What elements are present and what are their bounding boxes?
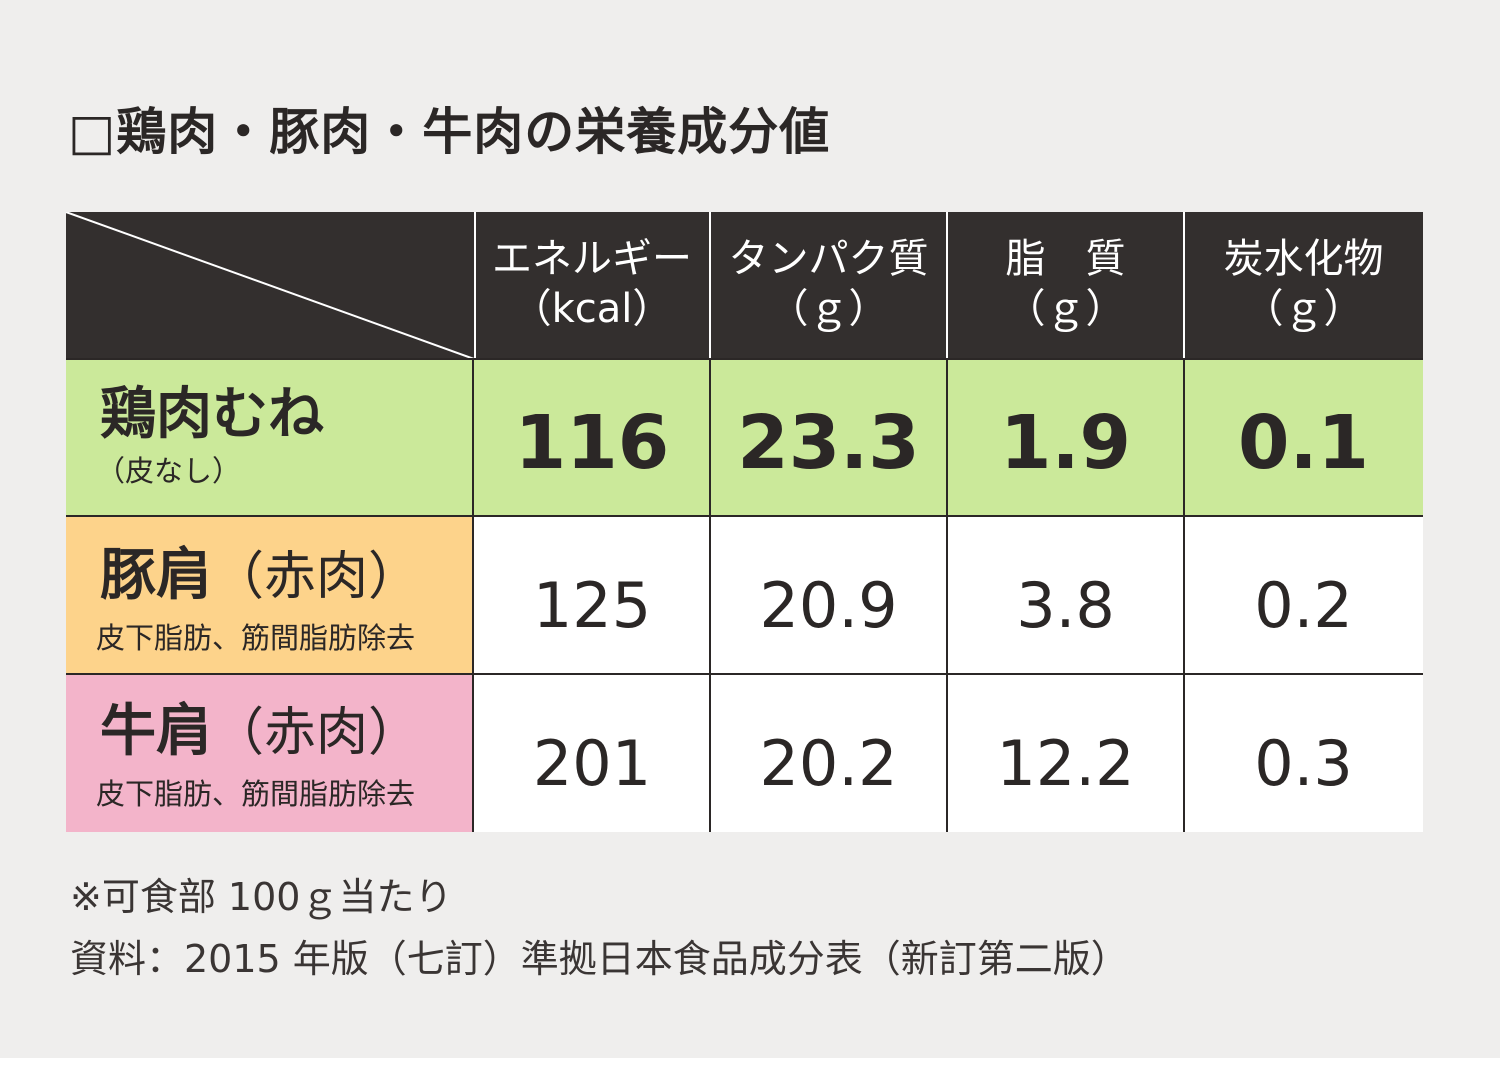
cell-pork-protein: 20.9 <box>710 516 947 674</box>
row-name-paren-beef: （赤肉） <box>212 703 421 763</box>
row-name-paren-pork: （赤肉） <box>212 547 421 607</box>
value-chicken-protein: 23.3 <box>737 400 920 486</box>
header-divider <box>946 212 948 359</box>
header-energy-label: エネルギー <box>492 236 692 282</box>
value-beef-protein: 20.2 <box>759 727 898 800</box>
grid-line <box>66 358 1423 360</box>
content-panel: □鶏肉・豚肉・牛肉の栄養成分値 エネルギー （kcal） タンパク質 （ｇ） 脂… <box>0 0 1500 1058</box>
header-divider <box>709 212 711 359</box>
value-chicken-carbohydrate: 0.1 <box>1237 400 1370 486</box>
cell-beef-carbohydrate: 0.3 <box>1184 674 1423 832</box>
cell-beef-fat: 12.2 <box>947 674 1184 832</box>
value-beef-fat: 12.2 <box>996 727 1135 800</box>
header-carbohydrate-unit: （ｇ） <box>1243 286 1364 332</box>
value-beef-carbohydrate: 0.3 <box>1254 727 1353 800</box>
header-fat-unit: （ｇ） <box>1005 286 1126 332</box>
header-protein-label: タンパク質 <box>728 236 929 282</box>
cell-beef-energy: 201 <box>474 674 710 832</box>
value-pork-fat: 3.8 <box>1016 569 1115 642</box>
grid-line <box>946 359 948 832</box>
cell-chicken-protein: 23.3 <box>710 359 947 516</box>
value-pork-carbohydrate: 0.2 <box>1254 569 1353 642</box>
footnote-source: 資料：2015 年版（七訂）準拠日本食品成分表（新訂第二版） <box>70 937 1129 981</box>
page-title: □鶏肉・豚肉・牛肉の栄養成分値 <box>68 103 831 161</box>
value-pork-protein: 20.9 <box>759 569 898 642</box>
header-fat-label: 脂 質 <box>1005 236 1126 282</box>
value-chicken-energy: 116 <box>514 400 670 486</box>
cell-chicken-fat: 1.9 <box>947 359 1184 516</box>
header-energy-unit: （kcal） <box>511 286 673 332</box>
row-label-chicken: 鶏肉むね （皮なし） <box>66 359 472 516</box>
header-protein-unit: （ｇ） <box>768 286 889 332</box>
cell-chicken-carbohydrate: 0.1 <box>1184 359 1423 516</box>
diagonal-line <box>66 212 474 359</box>
row-sub-chicken: （皮なし） <box>96 454 242 488</box>
row-name-chicken: 鶏肉むね <box>100 382 324 447</box>
grid-line <box>66 515 1423 517</box>
header-energy: エネルギー （kcal） <box>474 212 710 359</box>
nutrition-table: エネルギー （kcal） タンパク質 （ｇ） 脂 質 （ｇ） 炭水化物 （ｇ） <box>66 212 1423 832</box>
value-chicken-fat: 1.9 <box>999 400 1132 486</box>
row-sub-beef: 皮下脂肪、筋間脂肪除去 <box>96 777 416 811</box>
cell-pork-energy: 125 <box>474 516 710 674</box>
header-protein: タンパク質 （ｇ） <box>710 212 947 359</box>
header-divider <box>1183 212 1185 359</box>
header-carbohydrate: 炭水化物 （ｇ） <box>1184 212 1423 359</box>
cell-pork-carbohydrate: 0.2 <box>1184 516 1423 674</box>
row-name-beef: 牛肩 <box>100 699 212 764</box>
value-beef-energy: 201 <box>532 727 652 800</box>
grid-line <box>472 359 474 832</box>
footnote-serving: ※可食部 100ｇ当たり <box>70 875 453 919</box>
row-label-beef: 牛肩（赤肉） 皮下脂肪、筋間脂肪除去 <box>66 674 472 832</box>
value-pork-energy: 125 <box>532 569 652 642</box>
header-fat: 脂 質 （ｇ） <box>947 212 1184 359</box>
row-sub-pork: 皮下脂肪、筋間脂肪除去 <box>96 621 416 655</box>
corner-cell <box>66 212 474 359</box>
header-carbohydrate-label: 炭水化物 <box>1223 236 1384 282</box>
grid-line <box>1183 359 1185 832</box>
grid-line <box>709 359 711 832</box>
cell-pork-fat: 3.8 <box>947 516 1184 674</box>
row-label-pork: 豚肩（赤肉） 皮下脂肪、筋間脂肪除去 <box>66 516 472 674</box>
cell-beef-protein: 20.2 <box>710 674 947 832</box>
grid-line <box>66 673 1423 675</box>
cell-chicken-energy: 116 <box>474 359 710 516</box>
header-divider <box>474 212 476 359</box>
row-name-pork: 豚肩 <box>100 543 212 608</box>
footnotes: ※可食部 100ｇ当たり 資料：2015 年版（七訂）準拠日本食品成分表（新訂第… <box>70 866 1129 990</box>
